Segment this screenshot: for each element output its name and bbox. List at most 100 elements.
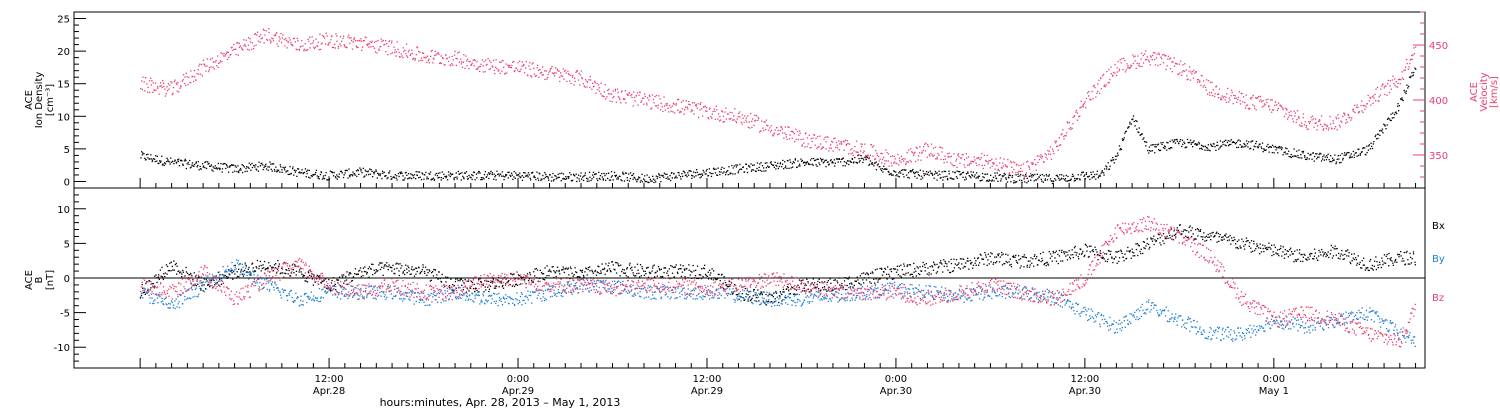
- bx-point: [1307, 257, 1308, 258]
- density-point: [270, 164, 271, 165]
- velocity-point: [1333, 123, 1334, 124]
- density-point: [811, 158, 812, 159]
- velocity-point: [1158, 52, 1159, 53]
- bx-point: [975, 263, 976, 264]
- velocity-point: [1085, 107, 1086, 108]
- bx-point: [1233, 240, 1234, 241]
- velocity-point: [850, 149, 851, 150]
- density-point: [785, 167, 786, 168]
- velocity-point: [1198, 79, 1199, 80]
- velocity-point: [1084, 103, 1085, 104]
- bx-point: [1060, 260, 1061, 261]
- velocity-point: [636, 95, 637, 96]
- velocity-point: [239, 47, 240, 48]
- velocity-point: [502, 60, 503, 61]
- density-point: [1375, 136, 1376, 137]
- velocity-point: [269, 39, 270, 40]
- velocity-point: [442, 58, 443, 59]
- velocity-point: [457, 58, 458, 59]
- velocity-point: [173, 87, 174, 88]
- density-point: [152, 161, 153, 162]
- velocity-point: [1388, 80, 1389, 81]
- density-point: [454, 179, 455, 180]
- velocity-point: [807, 137, 808, 138]
- velocity-point: [399, 52, 400, 53]
- velocity-point: [1286, 109, 1287, 110]
- density-point: [387, 177, 388, 178]
- velocity-point: [1372, 103, 1373, 104]
- bx-point: [956, 259, 957, 260]
- velocity-point: [836, 142, 837, 143]
- velocity-point: [915, 161, 916, 162]
- density-point: [1083, 176, 1084, 177]
- density-point: [659, 174, 660, 175]
- velocity-point: [524, 72, 525, 73]
- velocity-point: [1370, 105, 1371, 106]
- density-point: [1389, 118, 1390, 119]
- velocity-point: [472, 63, 473, 64]
- velocity-point: [850, 153, 851, 154]
- velocity-point: [1130, 67, 1131, 68]
- density-point: [903, 176, 904, 177]
- density-point: [368, 170, 369, 171]
- density-point: [265, 166, 266, 167]
- density-point: [709, 168, 710, 169]
- bx-point: [501, 282, 502, 283]
- velocity-point: [583, 83, 584, 84]
- velocity-point: [596, 83, 597, 84]
- velocity-point: [966, 153, 967, 154]
- velocity-point: [416, 54, 417, 55]
- velocity-point: [1233, 103, 1234, 104]
- velocity-point: [516, 68, 517, 69]
- density-point: [453, 178, 454, 179]
- density-point: [816, 159, 817, 160]
- velocity-point: [1074, 115, 1075, 116]
- top-panel: [74, 12, 1425, 188]
- bx-point: [380, 269, 381, 270]
- velocity-point: [266, 30, 267, 31]
- bx-point: [342, 276, 343, 277]
- density-point: [1308, 153, 1309, 154]
- velocity-point: [336, 41, 337, 42]
- velocity-point: [1186, 69, 1187, 70]
- velocity-point: [961, 158, 962, 159]
- velocity-point: [653, 102, 654, 103]
- bx-point: [765, 294, 766, 295]
- bx-point: [552, 266, 553, 267]
- bx-point: [646, 267, 647, 268]
- bx-point: [993, 262, 994, 263]
- density-point: [191, 167, 192, 168]
- density-point: [460, 173, 461, 174]
- density-point: [636, 181, 637, 182]
- velocity-point: [401, 53, 402, 54]
- bx-point: [705, 274, 706, 275]
- density-point: [1390, 114, 1391, 115]
- bx-point: [724, 276, 725, 277]
- density-point: [1000, 174, 1001, 175]
- density-point: [937, 172, 938, 173]
- density-point: [1096, 174, 1097, 175]
- velocity-point: [880, 159, 881, 160]
- bx-point: [483, 285, 484, 286]
- velocity-point: [1397, 86, 1398, 87]
- density-point: [922, 177, 923, 178]
- density-point: [725, 172, 726, 173]
- density-point: [902, 174, 903, 175]
- density-point: [467, 176, 468, 177]
- velocity-point: [766, 120, 767, 121]
- bx-point: [1189, 227, 1190, 228]
- velocity-point: [1261, 101, 1262, 102]
- density-point: [540, 180, 541, 181]
- bx-point: [925, 270, 926, 271]
- bx-point: [232, 279, 233, 280]
- bx-point: [773, 293, 774, 294]
- density-point: [313, 174, 314, 175]
- bx-point: [1011, 264, 1012, 265]
- bx-point: [169, 263, 170, 264]
- density-point: [238, 171, 239, 172]
- bx-point: [822, 287, 823, 288]
- velocity-point: [566, 81, 567, 82]
- bx-point: [380, 263, 381, 264]
- bx-point: [985, 254, 986, 255]
- density-point: [316, 170, 317, 171]
